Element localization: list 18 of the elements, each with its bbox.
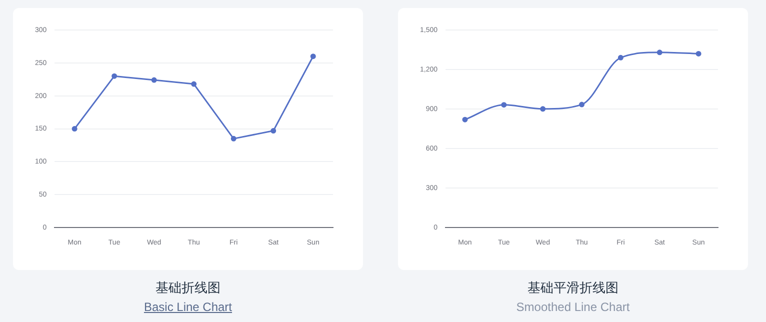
point xyxy=(656,50,662,56)
point xyxy=(540,106,546,112)
point xyxy=(696,50,702,56)
point xyxy=(618,54,624,60)
point xyxy=(270,128,276,134)
text: 基础平滑折线图 xyxy=(526,280,620,297)
point xyxy=(310,54,316,60)
point xyxy=(191,81,197,87)
point xyxy=(579,102,585,108)
point xyxy=(72,126,78,132)
text: Basic Line Chart xyxy=(142,300,234,314)
point xyxy=(230,136,236,142)
point xyxy=(462,116,468,122)
point xyxy=(501,102,507,108)
text: Smoothed Line Chart xyxy=(515,300,631,314)
text: 基础折线图 xyxy=(154,280,222,297)
point xyxy=(112,73,118,79)
point xyxy=(151,77,157,83)
